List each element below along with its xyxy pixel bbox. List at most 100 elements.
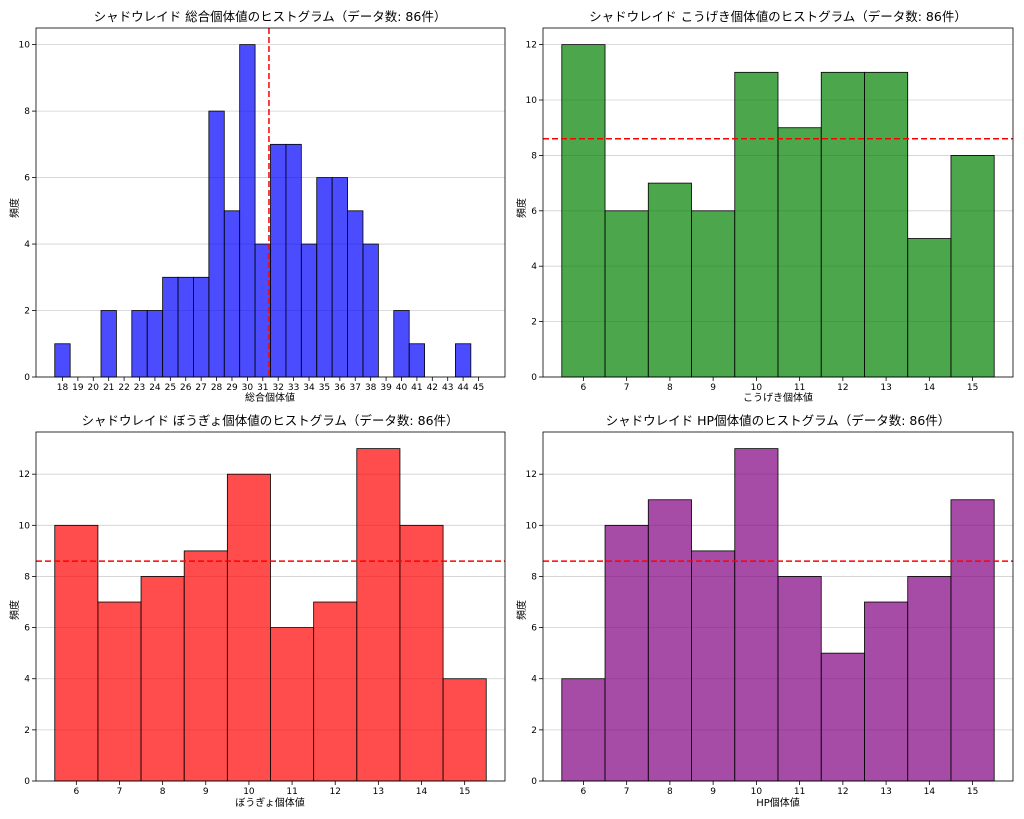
x-tick-label: 19: [72, 383, 84, 393]
axes-frame: [542, 431, 1014, 782]
y-tick-label: 10: [19, 521, 31, 531]
x-tick-label: 25: [165, 383, 176, 393]
x-tick-label: 45: [473, 383, 484, 393]
histogram-bar: [408, 343, 426, 378]
x-tick-label: 33: [288, 383, 299, 393]
axes-frame: [35, 27, 506, 378]
histogram-bar: [140, 576, 185, 782]
x-tick-label: 28: [211, 383, 223, 393]
x-tick-label: 14: [924, 787, 936, 797]
histogram-bar: [97, 601, 142, 782]
histogram-bar: [208, 110, 225, 378]
x-tick-label: 9: [710, 787, 716, 797]
histogram-bar: [362, 243, 379, 378]
x-tick-label: 14: [924, 383, 936, 393]
x-tick-label: 7: [624, 787, 630, 797]
x-tick-label: 23: [134, 383, 145, 393]
x-tick-label: 22: [118, 383, 129, 393]
histogram-bar: [347, 210, 364, 378]
chart-title: シャドウレイド 総合個体値のヒストグラム（データ数: 86件）: [94, 9, 447, 24]
histogram-bar: [950, 155, 995, 378]
y-axis-label: 頻度: [515, 198, 528, 218]
histogram-bar: [820, 71, 865, 378]
chart-title: シャドウレイド こうげき個体値のヒストグラム（データ数: 86件）: [589, 9, 967, 24]
histogram-bar: [399, 524, 444, 782]
histogram-bar: [285, 143, 302, 378]
y-tick-label: 8: [24, 572, 30, 582]
x-tick-label: 7: [624, 383, 630, 393]
y-tick-label: 8: [24, 107, 30, 117]
histogram-bar: [561, 44, 606, 378]
x-axis-label: 総合個体値: [245, 391, 295, 404]
y-tick-label: 12: [526, 41, 537, 51]
histogram-bar: [734, 71, 779, 378]
x-tick-label: 27: [195, 383, 206, 393]
x-axis-label: HP個体値: [756, 796, 800, 809]
x-tick-label: 6: [581, 787, 587, 797]
histogram-bar: [54, 524, 99, 782]
x-axis-label: ぼうぎょ個体値: [235, 796, 305, 809]
histogram-bar: [442, 678, 487, 782]
histogram-bar: [864, 601, 909, 782]
histogram-bar: [604, 210, 649, 378]
x-tick-label: 32: [272, 383, 283, 393]
defense-iv-histogram-panel: シャドウレイド ぼうぎょ個体値のヒストグラム（データ数: 86件） ぼうぎょ個体…: [8, 413, 506, 809]
x-tick-label: 24: [149, 383, 161, 393]
x-axis-label: こうげき個体値: [743, 391, 813, 404]
x-tick-label: 15: [459, 787, 470, 797]
histogram-bar: [183, 550, 228, 782]
chart-title: シャドウレイド ぼうぎょ個体値のヒストグラム（データ数: 86件）: [81, 413, 458, 428]
y-axis-label: 頻度: [8, 198, 21, 218]
y-axis-label: 頻度: [8, 600, 21, 620]
x-tick-label: 12: [837, 383, 848, 393]
x-tick-label: 12: [837, 787, 848, 797]
histogram-bar: [820, 652, 865, 782]
histogram-bar: [54, 343, 71, 378]
histogram-bar: [691, 550, 736, 782]
histogram-bar: [146, 310, 164, 378]
histogram-bar: [907, 576, 952, 782]
histogram-bar: [777, 576, 822, 782]
histogram-bar: [100, 310, 117, 378]
histogram-bar: [356, 448, 401, 782]
histogram-bar: [393, 310, 410, 378]
y-tick-label: 12: [19, 470, 30, 480]
y-tick-label: 4: [531, 675, 537, 685]
x-tick-label: 13: [373, 787, 384, 797]
y-tick-label: 10: [19, 41, 31, 51]
histogram-bar: [331, 177, 348, 378]
x-tick-label: 11: [286, 787, 297, 797]
y-tick-label: 12: [526, 470, 537, 480]
histogram-bar: [777, 127, 822, 378]
y-tick-label: 0: [531, 373, 537, 383]
histogram-bar: [647, 182, 692, 378]
histogram-bar: [647, 499, 692, 782]
x-tick-label: 43: [442, 383, 453, 393]
axes-frame: [35, 431, 506, 782]
x-tick-label: 8: [160, 787, 166, 797]
y-tick-label: 2: [531, 318, 537, 328]
histogram-bar: [455, 343, 472, 378]
histogram-bar: [162, 276, 179, 378]
total-iv-histogram-panel: シャドウレイド 総合個体値のヒストグラム（データ数: 86件） 総合個体値 頻度…: [8, 9, 506, 404]
x-tick-label: 10: [751, 787, 763, 797]
x-tick-label: 10: [751, 383, 763, 393]
y-tick-label: 4: [531, 262, 537, 272]
axes-frame: [542, 27, 1014, 378]
y-tick-label: 10: [526, 96, 538, 106]
x-tick-label: 35: [319, 383, 330, 393]
x-tick-label: 36: [334, 383, 346, 393]
x-tick-label: 15: [967, 787, 978, 797]
x-tick-label: 34: [303, 383, 315, 393]
x-tick-label: 41: [411, 383, 422, 393]
x-tick-label: 6: [73, 787, 79, 797]
histogram-bar: [193, 276, 210, 378]
x-tick-label: 30: [242, 383, 254, 393]
x-tick-label: 18: [57, 383, 69, 393]
y-tick-label: 4: [24, 675, 30, 685]
x-tick-label: 26: [180, 383, 192, 393]
x-tick-label: 29: [226, 383, 238, 393]
y-tick-label: 0: [24, 777, 30, 787]
x-tick-label: 7: [117, 787, 123, 797]
